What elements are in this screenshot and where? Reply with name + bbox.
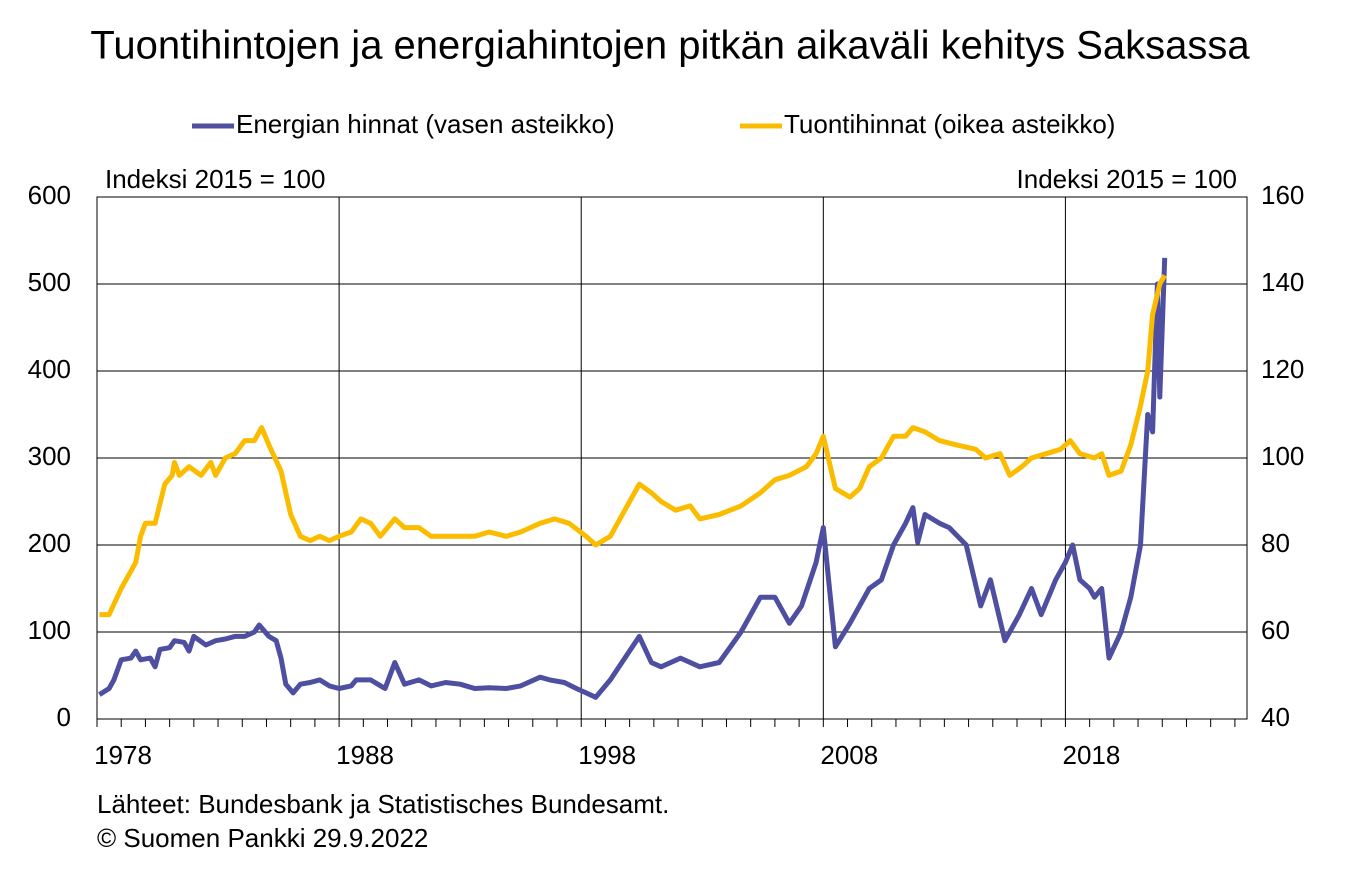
y-tick-label: 200 [28, 528, 71, 558]
y2-tick-label: 40 [1261, 702, 1290, 732]
x-tick-label: 1978 [94, 740, 152, 770]
series-line [98, 257, 1168, 700]
y2-tick-label: 60 [1261, 615, 1290, 645]
chart-title: Tuontihintojen ja energiahintojen pitkän… [90, 24, 1250, 68]
y2-tick-label: 140 [1261, 267, 1304, 297]
x-tick-label: 1998 [578, 740, 636, 770]
copyright-note: © Suomen Pankki 29.9.2022 [97, 823, 428, 853]
legend-label: Tuontihinnat (oikea asteikko) [784, 109, 1115, 139]
y2-tick-label: 160 [1261, 180, 1304, 210]
y-tick-label: 300 [28, 441, 71, 471]
y-tick-label: 400 [28, 354, 71, 384]
y-tick-label: 0 [57, 702, 71, 732]
source-note: Lähteet: Bundesbank ja Statistisches Bun… [97, 789, 669, 819]
y-tick-label: 100 [28, 615, 71, 645]
y2-tick-label: 80 [1261, 528, 1290, 558]
plot-frame [96, 196, 1248, 720]
y2-tick-label: 120 [1261, 354, 1304, 384]
x-tick-label: 2008 [820, 740, 878, 770]
legend-label: Energian hinnat (vasen asteikko) [236, 109, 615, 139]
y2-axis-label: Indeksi 2015 = 100 [1017, 164, 1237, 194]
y2-tick-label: 100 [1261, 441, 1304, 471]
y-tick-label: 500 [28, 267, 71, 297]
y-tick-label: 600 [28, 180, 71, 210]
x-tick-label: 2018 [1062, 740, 1120, 770]
y-axis-label: Indeksi 2015 = 100 [105, 164, 325, 194]
series-line [99, 274, 1167, 618]
x-tick-label: 1988 [336, 740, 394, 770]
